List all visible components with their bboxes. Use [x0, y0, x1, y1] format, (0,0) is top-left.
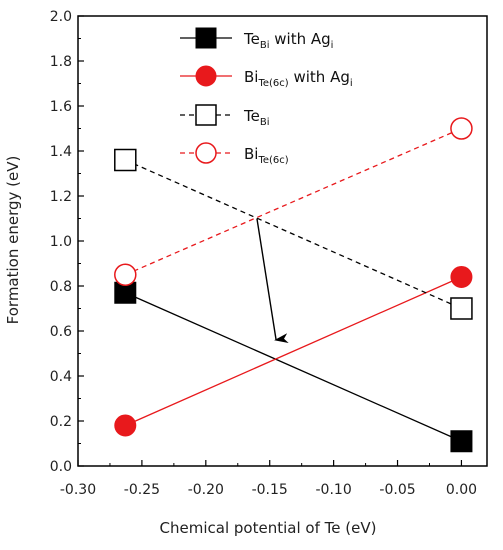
legend-label: TeBi with Agi [243, 30, 333, 51]
data-point-tebi [114, 148, 137, 172]
x-tick-label: -0.30 [60, 482, 96, 498]
data-point-bite-agi [450, 266, 473, 288]
x-tick-label: 0.00 [446, 482, 477, 498]
y-tick-label: 1.2 [50, 189, 72, 205]
x-tick-label: -0.20 [188, 482, 224, 498]
legend-marker [195, 142, 217, 164]
series-tebi [114, 148, 473, 320]
series-line-bite [125, 127, 462, 276]
legend-label: BiTe(6c) with Agi [244, 68, 353, 89]
y-tick-label: 0.2 [50, 414, 72, 430]
legend-marker [195, 65, 217, 87]
legend-label: BiTe(6c) [244, 145, 289, 166]
data-point-bite-agi [114, 414, 137, 437]
legend-marker [195, 104, 217, 126]
y-tick-label: 1.0 [50, 234, 72, 250]
series-line-bite-agi [125, 276, 462, 427]
series-tebi-agi [114, 281, 473, 453]
data-point-bite [114, 263, 137, 286]
legend-entry-tebi-agi: TeBi with Agi [180, 27, 333, 51]
y-tick-label: 1.8 [50, 54, 72, 70]
y-axis-label: Formation energy (eV) [4, 156, 22, 325]
y-tick-label: 1.6 [50, 99, 72, 115]
y-tick-label: 0.8 [50, 279, 72, 295]
annotation-arrow [256, 218, 289, 344]
y-tick-label: 0.4 [50, 369, 72, 385]
legend-entry-tebi: TeBi [180, 104, 269, 128]
y-tick-label: 0.0 [50, 459, 72, 475]
data-point-tebi [450, 297, 473, 320]
legend-entry-bite-agi: BiTe(6c) with Agi [180, 65, 353, 89]
legend-label: TeBi [243, 107, 269, 128]
data-point-tebi-agi [450, 430, 473, 453]
legend-marker [195, 27, 217, 49]
x-tick-label: -0.05 [379, 482, 415, 498]
legend-entry-bite: BiTe(6c) [180, 142, 289, 166]
y-tick-label: 0.6 [50, 324, 72, 340]
x-axis-label: Chemical potential of Te (eV) [160, 519, 377, 537]
x-tick-label: -0.15 [252, 482, 288, 498]
series-line-tebi-agi [125, 292, 462, 442]
y-tick-label: 1.4 [50, 144, 72, 160]
x-tick-label: -0.10 [316, 482, 352, 498]
y-tick-label: 2.0 [50, 9, 72, 25]
data-point-bite [450, 117, 473, 140]
series-bite [114, 117, 473, 286]
series-line-tebi [125, 159, 462, 310]
x-tick-label: -0.25 [124, 482, 160, 498]
series-bite-agi [114, 266, 473, 437]
